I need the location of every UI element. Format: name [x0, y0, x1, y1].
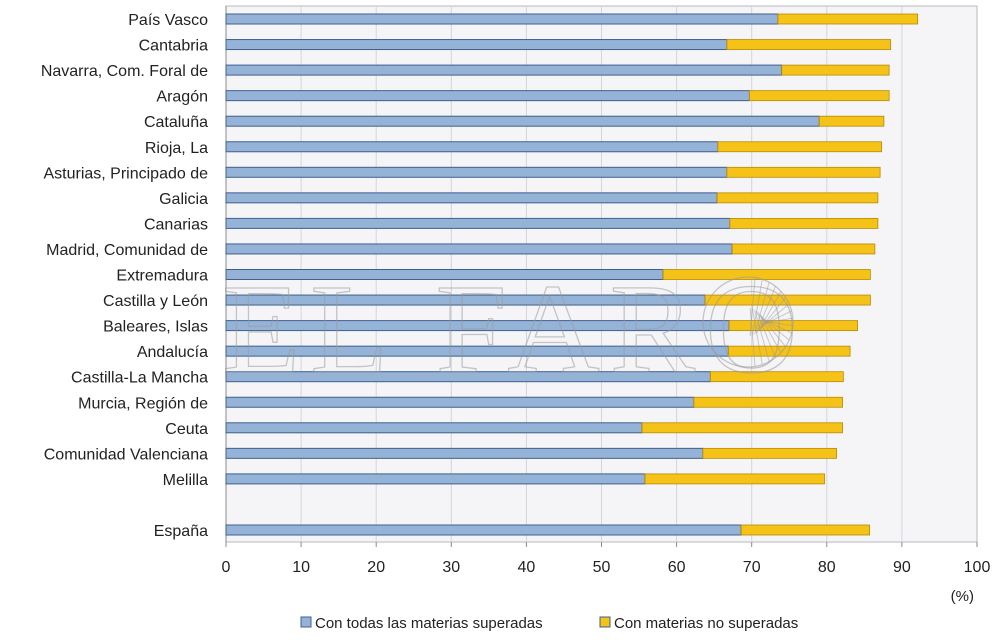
- category-label: Cantabria: [139, 38, 208, 55]
- x-tick-label: 70: [743, 559, 761, 576]
- bar-segment-no-superadas: [728, 345, 851, 357]
- bar-segment-no-superadas: [716, 192, 879, 204]
- x-tick-label: 80: [818, 559, 836, 576]
- bar-segment-no-superadas: [693, 396, 843, 408]
- bar-segment-no-superadas: [777, 13, 919, 25]
- category-label: Asturias, Principado de: [43, 165, 208, 182]
- category-label: Andalucía: [137, 344, 208, 361]
- watermark-sun-icon: [702, 276, 794, 368]
- bar-segment-no-superadas: [726, 166, 881, 178]
- x-tick-label: 10: [292, 559, 310, 576]
- x-tick-label: 100: [964, 559, 991, 576]
- x-tick-label: 90: [893, 559, 911, 576]
- x-tick-label: 40: [518, 559, 536, 576]
- x-axis-unit-label: (%): [951, 588, 974, 605]
- category-label: España: [154, 523, 208, 540]
- watermark-text: EL FARO: [222, 258, 808, 400]
- bar-segment-todas-superadas: [225, 39, 728, 51]
- bar-segment-todas-superadas: [225, 141, 719, 153]
- category-label: Castilla-La Mancha: [71, 370, 208, 387]
- bars: [225, 13, 919, 536]
- watermark-ray: [759, 313, 786, 348]
- bar-segment-todas-superadas: [225, 447, 704, 459]
- bar-segment-no-superadas: [818, 115, 885, 127]
- legend: Con todas las materias superadas Con mate…: [300, 615, 798, 632]
- category-label: Navarra, Com. Foral de: [41, 63, 208, 80]
- category-label: Madrid, Comunidad de: [46, 242, 208, 259]
- category-label: Murcia, Región de: [78, 395, 208, 412]
- category-label: Comunidad Valenciana: [44, 446, 208, 463]
- legend-swatch: [300, 616, 312, 628]
- bar-segment-no-superadas: [726, 39, 892, 50]
- watermark-ray: [754, 309, 770, 362]
- bar-segment-todas-superadas: [225, 422, 643, 434]
- watermark-ray: [756, 310, 776, 358]
- bar-segment-no-superadas: [641, 422, 843, 434]
- category-label: Melilla: [163, 472, 208, 489]
- bar-segment-todas-superadas: [225, 524, 742, 536]
- category-label: Rioja, La: [145, 140, 208, 157]
- bar-segment-no-superadas: [731, 243, 876, 255]
- category-labels: País Vasco Cantabria Navarra, Com. Foral d…: [41, 12, 208, 540]
- watermark-ray: [751, 308, 763, 365]
- bar-segment-todas-superadas: [225, 90, 750, 102]
- x-axis-ticks: 0 10 20 30 40 50 60 70 80 90 100: [222, 542, 991, 576]
- bar-segment-no-superadas: [644, 473, 825, 485]
- category-label: Extremadura: [116, 268, 208, 285]
- legend-label: Con todas las materias superadas: [315, 615, 543, 632]
- category-label: Galicia: [159, 191, 208, 208]
- legend-swatch: [599, 616, 611, 628]
- x-tick-label: 0: [222, 559, 231, 576]
- bar-segment-todas-superadas: [225, 13, 779, 25]
- bar-segment-todas-superadas: [225, 217, 731, 229]
- watermark-ray: [749, 308, 756, 367]
- category-label: Cataluña: [144, 114, 208, 131]
- watermark-ray: [751, 279, 763, 336]
- bar-segment-no-superadas: [729, 217, 879, 229]
- bar-segment-todas-superadas: [225, 192, 718, 204]
- bar-segment-no-superadas: [749, 90, 890, 102]
- bar-segment-no-superadas: [717, 141, 883, 153]
- bar-segment-no-superadas: [662, 269, 871, 280]
- category-label: Baleares, Islas: [103, 319, 208, 336]
- category-label: Castilla y León: [103, 293, 208, 310]
- x-tick-label: 20: [367, 559, 385, 576]
- bar-segment-todas-superadas: [225, 64, 783, 76]
- category-label: Ceuta: [165, 421, 208, 438]
- bar-segment-no-superadas: [702, 447, 837, 459]
- x-tick-label: 60: [668, 559, 686, 576]
- watermark-ray: [754, 282, 770, 335]
- bar-segment-todas-superadas: [225, 166, 728, 178]
- bar-segment-no-superadas: [709, 371, 844, 383]
- x-tick-label: 50: [593, 559, 611, 576]
- watermark-logo: EL FARO: [221, 257, 808, 400]
- watermark-ray: [757, 312, 782, 353]
- category-label: País Vasco: [128, 12, 208, 29]
- category-label: Canarias: [144, 216, 208, 233]
- watermark-ray: [749, 277, 756, 336]
- bar-segment-no-superadas: [740, 524, 871, 536]
- bar-segment-no-superadas: [781, 64, 890, 76]
- watermark-ray: [761, 317, 793, 324]
- bar-segment-todas-superadas: [225, 243, 733, 255]
- bar-segment-todas-superadas: [225, 473, 646, 485]
- watermark-ray: [756, 286, 776, 334]
- bar-segment-todas-superadas: [225, 115, 820, 127]
- watermark-ray: [760, 315, 790, 341]
- legend-label: Con materias no superadas: [614, 615, 798, 632]
- x-tick-label: 30: [442, 559, 460, 576]
- category-label: Aragón: [156, 89, 208, 106]
